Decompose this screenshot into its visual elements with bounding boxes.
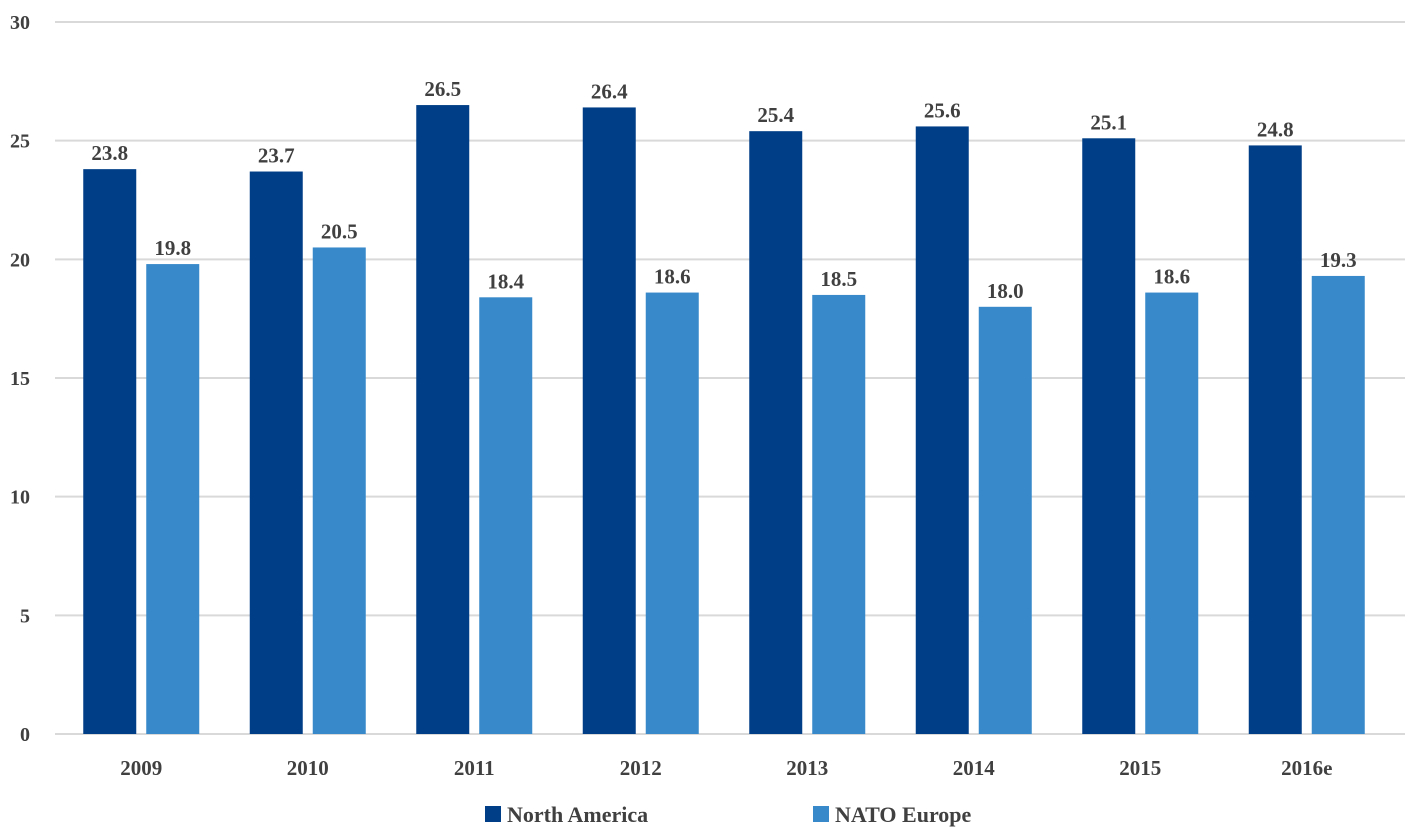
data-label-north-america-2009: 23.8	[91, 141, 128, 165]
y-tick-label: 10	[10, 487, 30, 509]
bar-nato-europe-2010	[312, 247, 366, 734]
legend: North America NATO Europe	[485, 802, 972, 827]
data-label-north-america-2015: 25.1	[1090, 110, 1127, 134]
data-label-nato-europe-2014: 18.0	[987, 279, 1024, 303]
bar-nato-europe-2015	[1145, 292, 1199, 734]
legend-swatch-nato-europe	[813, 806, 829, 822]
data-label-nato-europe-2009: 19.8	[154, 236, 191, 260]
data-labels: 23.8 19.8 23.7 20.5 26.5 18.4 26.4 18.6 25.4 18.5…	[91, 77, 1356, 303]
data-label-north-america-2014: 25.6	[924, 98, 961, 122]
y-tick-label: 20	[10, 249, 30, 271]
data-label-nato-europe-2013: 18.5	[820, 267, 857, 291]
x-category-label: 2014	[953, 756, 996, 780]
y-tick-label: 0	[20, 724, 30, 746]
bar-nato-europe-2011	[479, 297, 533, 734]
x-axis: 2009 2010 2011 2012 2013 2014 2015 2016e	[120, 756, 1332, 780]
data-label-nato-europe-2011: 18.4	[487, 269, 524, 293]
bar-north-america-2016e	[1248, 145, 1302, 734]
bar-north-america-2015	[1082, 138, 1136, 734]
data-label-nato-europe-2012: 18.6	[654, 265, 691, 289]
bar-north-america-2011	[416, 105, 470, 735]
x-category-label: 2012	[620, 756, 662, 780]
data-label-north-america-2013: 25.4	[757, 103, 794, 127]
x-category-label: 2016e	[1281, 756, 1332, 780]
bar-north-america-2013	[749, 131, 803, 734]
data-label-north-america-2010: 23.7	[258, 144, 295, 168]
legend-swatch-north-america	[485, 806, 501, 822]
bar-nato-europe-2012	[645, 292, 699, 734]
x-category-label: 2009	[120, 756, 162, 780]
x-category-label: 2015	[1119, 756, 1161, 780]
bars	[83, 105, 1365, 735]
legend-label-north-america: North America	[507, 802, 648, 827]
bar-north-america-2014	[915, 126, 969, 735]
data-label-nato-europe-2015: 18.6	[1153, 265, 1190, 289]
data-label-north-america-2016e: 24.8	[1257, 117, 1294, 141]
bar-nato-europe-2009	[146, 264, 200, 734]
bar-north-america-2009	[83, 169, 137, 734]
bar-nato-europe-2016e	[1311, 275, 1365, 734]
bar-north-america-2012	[582, 107, 636, 734]
bar-nato-europe-2013	[812, 294, 866, 734]
y-tick-label: 30	[10, 12, 30, 34]
legend-label-nato-europe: NATO Europe	[835, 802, 972, 827]
y-axis: 0 5 10 15 20 25 30	[10, 12, 30, 746]
data-label-north-america-2011: 26.5	[424, 77, 461, 101]
x-category-label: 2011	[454, 756, 495, 780]
x-category-label: 2013	[786, 756, 828, 780]
bar-nato-europe-2014	[978, 306, 1032, 734]
y-tick-label: 25	[10, 131, 30, 153]
data-label-north-america-2012: 26.4	[591, 79, 628, 103]
y-tick-label: 5	[20, 605, 30, 627]
y-tick-label: 15	[10, 368, 30, 390]
data-label-nato-europe-2016e: 19.3	[1320, 248, 1357, 272]
data-label-nato-europe-2010: 20.5	[321, 219, 358, 243]
bar-north-america-2010	[249, 171, 303, 734]
x-category-label: 2010	[287, 756, 329, 780]
